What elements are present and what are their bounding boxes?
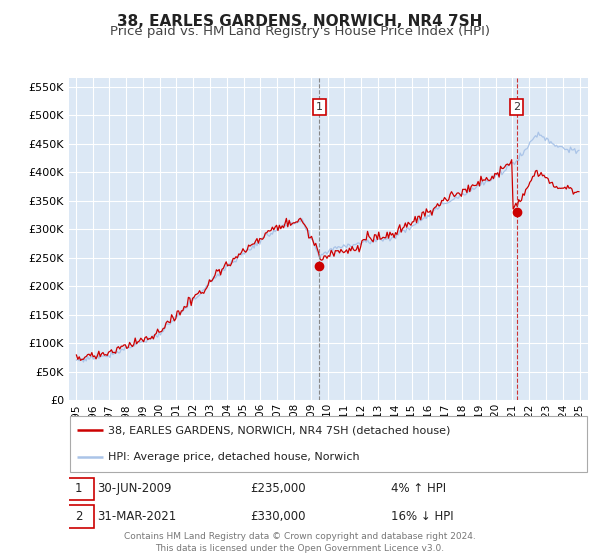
Text: HPI: Average price, detached house, Norwich: HPI: Average price, detached house, Norw… <box>108 452 359 463</box>
Text: Price paid vs. HM Land Registry's House Price Index (HPI): Price paid vs. HM Land Registry's House … <box>110 25 490 38</box>
Text: Contains HM Land Registry data © Crown copyright and database right 2024.
This d: Contains HM Land Registry data © Crown c… <box>124 533 476 553</box>
FancyBboxPatch shape <box>70 416 587 472</box>
Text: £330,000: £330,000 <box>251 510 306 523</box>
Text: 38, EARLES GARDENS, NORWICH, NR4 7SH (detached house): 38, EARLES GARDENS, NORWICH, NR4 7SH (de… <box>108 425 450 435</box>
Text: 31-MAR-2021: 31-MAR-2021 <box>98 510 177 523</box>
Text: 38, EARLES GARDENS, NORWICH, NR4 7SH: 38, EARLES GARDENS, NORWICH, NR4 7SH <box>118 14 482 29</box>
Text: 1: 1 <box>316 102 323 112</box>
Text: 2: 2 <box>75 510 83 523</box>
FancyBboxPatch shape <box>64 505 94 528</box>
Text: 30-JUN-2009: 30-JUN-2009 <box>98 482 172 495</box>
Text: 2: 2 <box>513 102 520 112</box>
Text: 16% ↓ HPI: 16% ↓ HPI <box>391 510 454 523</box>
Text: 4% ↑ HPI: 4% ↑ HPI <box>391 482 446 495</box>
Text: 1: 1 <box>75 482 83 495</box>
Text: £235,000: £235,000 <box>251 482 306 495</box>
FancyBboxPatch shape <box>64 478 94 500</box>
